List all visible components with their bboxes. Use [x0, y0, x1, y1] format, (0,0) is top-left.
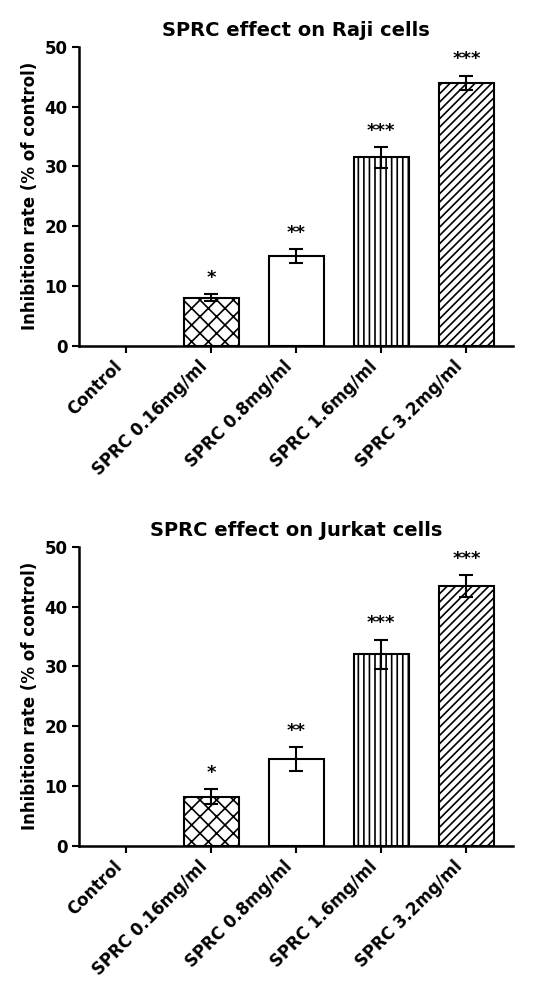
- Bar: [354, 157, 409, 346]
- Bar: [184, 298, 239, 346]
- Bar: [439, 586, 494, 846]
- Text: *: *: [207, 269, 216, 287]
- Bar: [269, 759, 324, 846]
- Y-axis label: Inhibition rate (% of control): Inhibition rate (% of control): [21, 562, 39, 830]
- Bar: [269, 256, 324, 346]
- Y-axis label: Inhibition rate (% of control): Inhibition rate (% of control): [21, 62, 39, 330]
- Text: ***: ***: [452, 50, 481, 68]
- Text: *: *: [207, 764, 216, 782]
- Bar: [354, 654, 409, 846]
- Text: **: **: [287, 224, 306, 242]
- Bar: [439, 83, 494, 346]
- Text: ***: ***: [367, 614, 396, 632]
- Text: ***: ***: [452, 550, 481, 568]
- Bar: [184, 797, 239, 846]
- Title: SPRC effect on Raji cells: SPRC effect on Raji cells: [162, 21, 430, 40]
- Text: ***: ***: [367, 122, 396, 140]
- Text: **: **: [287, 722, 306, 740]
- Title: SPRC effect on Jurkat cells: SPRC effect on Jurkat cells: [150, 521, 443, 540]
